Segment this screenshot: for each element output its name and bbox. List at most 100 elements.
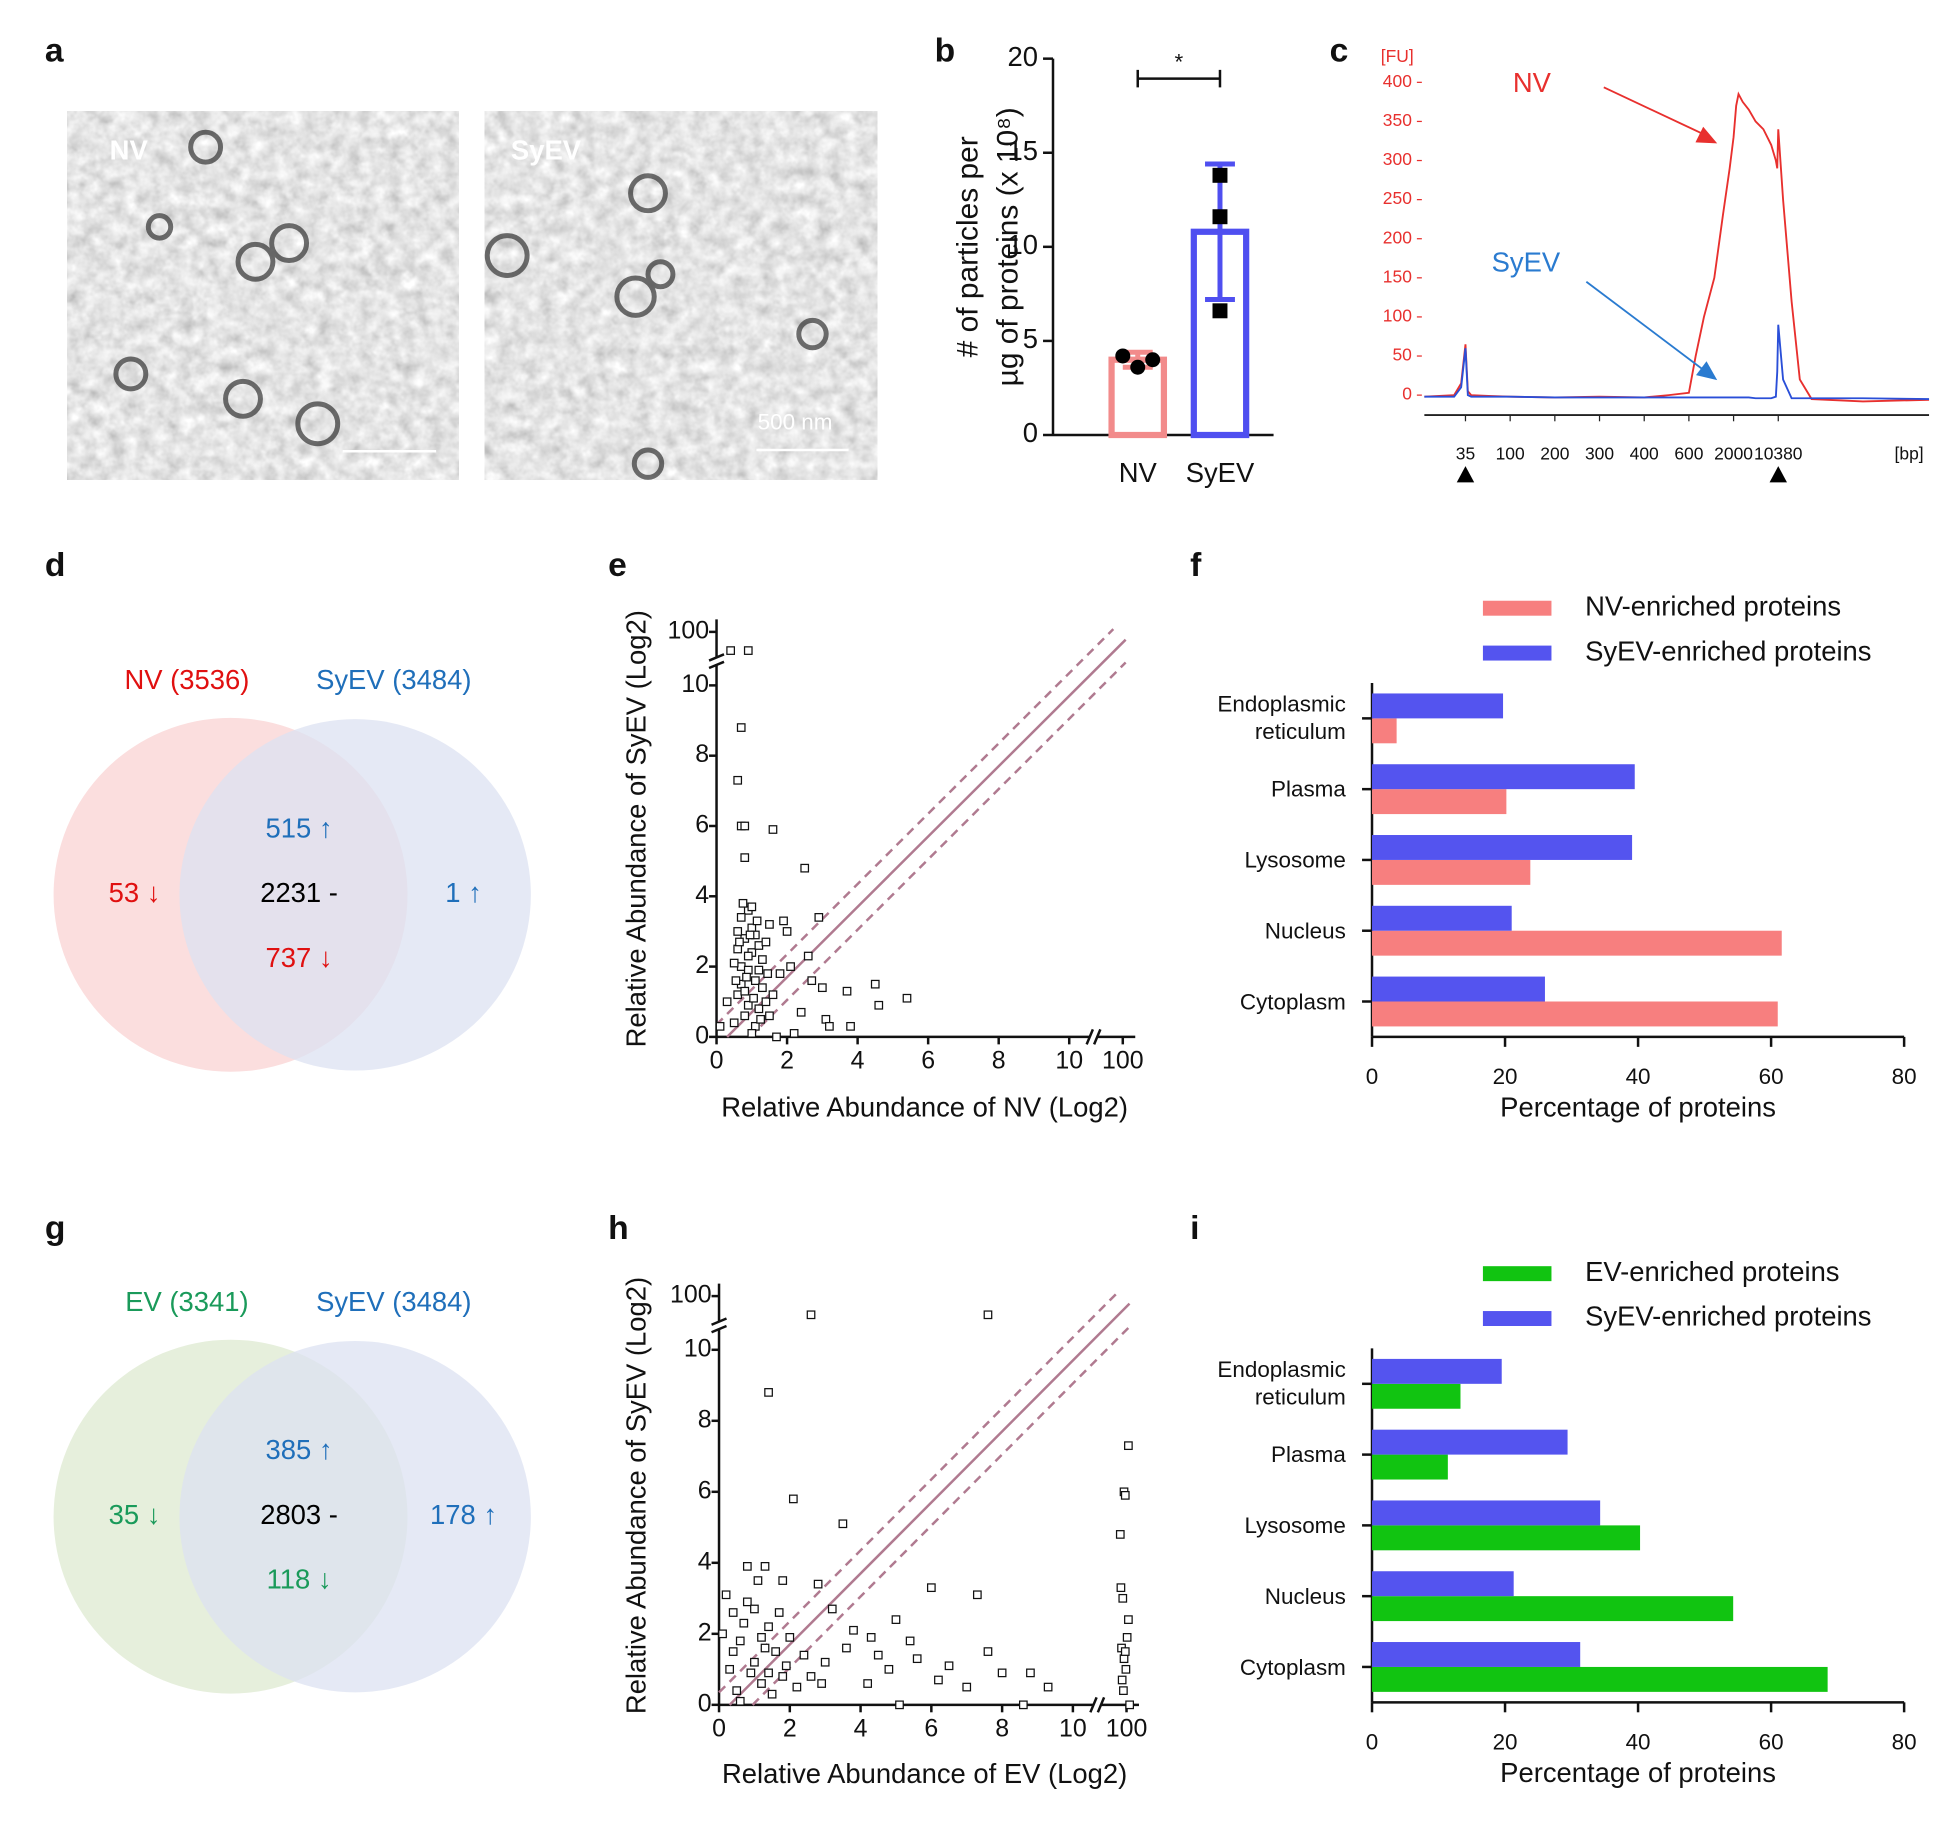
y-tick-label: 6: [698, 1476, 712, 1504]
category-label-box: Endoplasmic reticulum: [1217, 692, 1346, 745]
point: [806, 1310, 816, 1320]
point: [1124, 1615, 1133, 1624]
image-frame: [483, 109, 879, 482]
x-tick-label: 8: [992, 1046, 1006, 1074]
point: [806, 1672, 816, 1681]
point: [742, 1562, 752, 1571]
point: [767, 1689, 777, 1699]
point: [983, 1647, 993, 1656]
x-axis-label: Relative Abundance of EV (Log2): [722, 1758, 1127, 1789]
bar: [1372, 859, 1531, 885]
point: [1117, 1675, 1127, 1685]
point: [827, 1604, 837, 1614]
point: [820, 1657, 830, 1667]
point: [838, 1519, 848, 1529]
y-tick-label: Nucleus: [1264, 1583, 1346, 1609]
bar: [1372, 693, 1504, 719]
point: [817, 983, 827, 993]
bar: [1372, 1571, 1514, 1597]
y-tick-label: 150: [1383, 266, 1412, 286]
x-tick-label: 6: [921, 1046, 935, 1074]
point: [807, 976, 817, 986]
y-axis-label: # of particles per: [951, 136, 984, 357]
panel-label: c: [1330, 32, 1349, 69]
bar: [1372, 976, 1545, 1002]
point: [849, 1625, 858, 1635]
bar: [1372, 1525, 1641, 1551]
point: [884, 1664, 894, 1674]
point: [733, 775, 743, 785]
legend-label: NV-enriched proteins: [1585, 590, 1841, 621]
point: [1212, 303, 1228, 319]
region-count: 2803 -: [260, 1499, 338, 1530]
category-label-box: Lysosome: [1244, 847, 1346, 873]
y-tick-label: 10: [1008, 229, 1038, 260]
point: [895, 1700, 904, 1710]
point: [944, 1661, 954, 1671]
point: [866, 1633, 876, 1642]
point: [729, 1018, 739, 1028]
point: [786, 962, 795, 971]
region-count: 1 ↑: [445, 877, 482, 908]
x-tick-label: NV: [1119, 457, 1158, 488]
y-tick-label: Endoplasmic reticulum: [1217, 1357, 1346, 1410]
y-tick-label: 0: [695, 1021, 709, 1049]
point: [800, 863, 810, 873]
x-tick-label: 4: [851, 1046, 865, 1074]
point: [743, 965, 753, 975]
point: [817, 1679, 827, 1688]
error-bar: [1205, 161, 1235, 303]
x-tick-label: 35: [1456, 444, 1475, 464]
x-tick-label: 0: [712, 1714, 726, 1742]
panel-label: a: [45, 32, 64, 69]
point: [736, 962, 746, 971]
significance-label: *: [1174, 50, 1183, 75]
point: [731, 976, 741, 986]
y-tick-label: Plasma: [1271, 776, 1346, 802]
point: [745, 930, 755, 940]
x-tick-label: 0: [1366, 1729, 1378, 1754]
point: [912, 1654, 922, 1664]
em-image: NV: [66, 109, 460, 482]
point: [972, 1590, 982, 1600]
point: [842, 986, 852, 996]
point: [722, 997, 732, 1007]
x-tick-label: 0: [1366, 1064, 1378, 1089]
y-tick-label: Endoplasmic reticulum: [1217, 692, 1346, 745]
point: [735, 1696, 745, 1706]
x-tick-label: 60: [1759, 1729, 1784, 1754]
point: [765, 920, 774, 929]
point: [926, 1583, 936, 1593]
point: [1130, 359, 1146, 375]
ladder-marker: [1769, 466, 1787, 483]
panel-label: d: [45, 547, 66, 584]
point: [782, 927, 792, 936]
bar: [1372, 905, 1512, 931]
y-tick-label: Lysosome: [1244, 847, 1346, 873]
y-tick-label: 400: [1383, 71, 1412, 91]
y-tick-label: 0: [698, 1689, 712, 1717]
point: [863, 1679, 873, 1688]
x-tick-label: 100: [1496, 444, 1525, 464]
point: [747, 1029, 757, 1038]
point: [746, 1668, 756, 1678]
point: [1115, 1530, 1125, 1539]
y-tick-label: 350: [1383, 110, 1412, 130]
point: [905, 1636, 915, 1646]
point: [750, 1021, 760, 1031]
point: [1116, 1583, 1126, 1593]
point: [758, 955, 767, 964]
point: [754, 1004, 764, 1014]
y-tick-label: 250: [1383, 188, 1412, 208]
point: [743, 646, 753, 655]
point: [1120, 1490, 1130, 1500]
x-axis-label: Percentage of proteins: [1500, 1757, 1776, 1788]
bar: [1372, 718, 1397, 744]
point: [718, 1629, 727, 1639]
point: [728, 1608, 738, 1617]
bar: [1372, 1666, 1828, 1692]
significance-bracket: [1136, 69, 1222, 88]
point: [721, 1590, 731, 1600]
y-axis-label: [FU]: [1381, 46, 1414, 66]
